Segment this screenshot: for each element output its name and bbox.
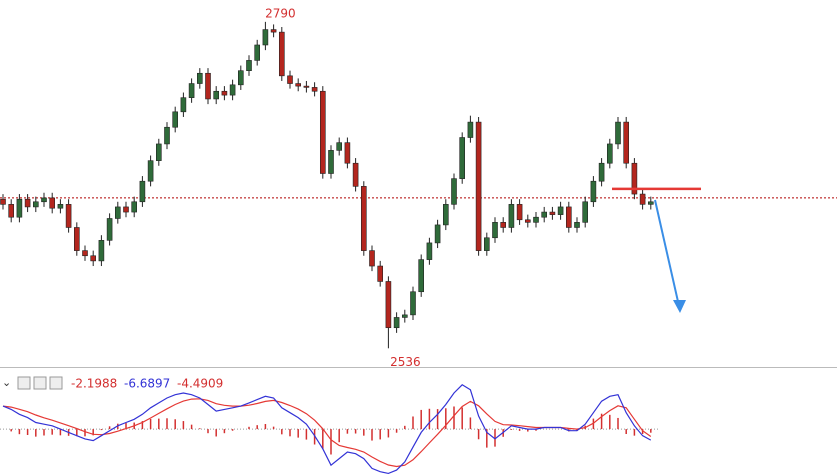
macd-dif-value: -6.6897: [124, 377, 170, 391]
candle-body: [65, 204, 72, 228]
indicator-header: ⌄ -2.1988 -6.6897 -4.4909: [2, 376, 223, 391]
candle-body: [623, 121, 630, 164]
forecast-arrow: [654, 199, 686, 313]
candle-body: [8, 204, 14, 218]
candle-body: [352, 162, 359, 187]
candle-body: [41, 197, 47, 203]
candle-body: [410, 291, 416, 316]
candle-body: [590, 180, 597, 203]
candle-body: [270, 29, 277, 33]
candle-body: [615, 121, 621, 145]
candle-body: [115, 206, 121, 219]
candle-body: [565, 206, 572, 228]
candle-body: [533, 216, 539, 223]
candle-body: [639, 193, 646, 205]
candle-body: [238, 70, 244, 86]
candle-body: [164, 126, 170, 145]
candle-body: [197, 72, 203, 84]
candle-body: [295, 83, 302, 87]
candle-body: [123, 206, 129, 213]
candle-body: [328, 150, 334, 174]
candle-body: [180, 97, 187, 113]
candle-body: [557, 206, 564, 215]
candle-body: [582, 201, 589, 223]
candle-body: [213, 90, 219, 100]
low-label: 2536: [390, 355, 421, 369]
candle-body: [147, 160, 154, 182]
candle-body: [606, 143, 613, 164]
candle-body: [24, 198, 31, 208]
settings-button[interactable]: [33, 376, 47, 390]
candle-body: [205, 72, 211, 100]
candle-body: [319, 90, 326, 174]
candle-body: [377, 265, 384, 282]
candle-body: [360, 186, 367, 251]
candle-body: [303, 85, 310, 88]
candle-body: [131, 201, 137, 213]
candle-body: [418, 259, 425, 293]
candles: [0, 21, 654, 349]
candle-body: [16, 198, 23, 218]
candle-body: [188, 83, 195, 98]
candle-body: [500, 222, 507, 228]
candle-body: [541, 211, 548, 218]
candle-body: [631, 162, 638, 195]
candle-body: [229, 84, 236, 96]
visibility-button[interactable]: [17, 376, 31, 390]
candle-body: [647, 201, 654, 205]
candle-body: [508, 204, 515, 228]
candle-body: [0, 198, 6, 205]
candle-body: [90, 255, 96, 262]
candle-body: [426, 242, 433, 260]
candle-body: [483, 237, 490, 251]
close-button[interactable]: [49, 376, 63, 390]
candle-body: [98, 240, 105, 262]
candle-body: [74, 227, 80, 251]
candle-body: [574, 222, 580, 228]
candle-body: [49, 197, 56, 209]
candle-body: [336, 142, 343, 151]
macd-dea-value: -4.4909: [177, 377, 223, 391]
candle-body: [221, 90, 228, 96]
candle-body: [246, 60, 252, 71]
candle-body: [254, 44, 260, 61]
candle-body: [516, 204, 523, 221]
candle-body: [106, 218, 113, 241]
collapse-icon[interactable]: ⌄: [2, 376, 11, 389]
arrow-shaft: [654, 199, 680, 307]
candle-body: [459, 137, 466, 179]
candle-body: [401, 314, 408, 318]
candle-body: [262, 29, 269, 46]
candle-body: [393, 317, 400, 329]
candle-body: [139, 180, 146, 203]
candle-body: [344, 142, 351, 164]
candle-body: [475, 121, 482, 251]
candle-body: [385, 281, 392, 329]
candle-body: [369, 250, 375, 267]
arrow-head: [673, 300, 686, 313]
macd-hist-value: -2.1988: [71, 377, 117, 391]
macd-dif-line: [2, 384, 652, 475]
candle-body: [549, 211, 556, 215]
high-label: 2790: [265, 6, 296, 20]
candle-body: [287, 75, 293, 84]
candle-body: [32, 201, 39, 208]
candle-body: [442, 204, 449, 226]
candle-body: [598, 162, 605, 182]
candle-body: [434, 224, 441, 244]
candle-body: [278, 31, 285, 77]
candle-body: [82, 250, 88, 257]
candle-body: [172, 111, 178, 128]
candle-body: [311, 87, 318, 92]
candle-body: [524, 219, 531, 223]
candle-body: [451, 178, 457, 205]
candle-body: [467, 121, 474, 138]
candle-body: [492, 222, 498, 239]
candle-body: [57, 204, 64, 209]
candle-body: [156, 143, 162, 161]
